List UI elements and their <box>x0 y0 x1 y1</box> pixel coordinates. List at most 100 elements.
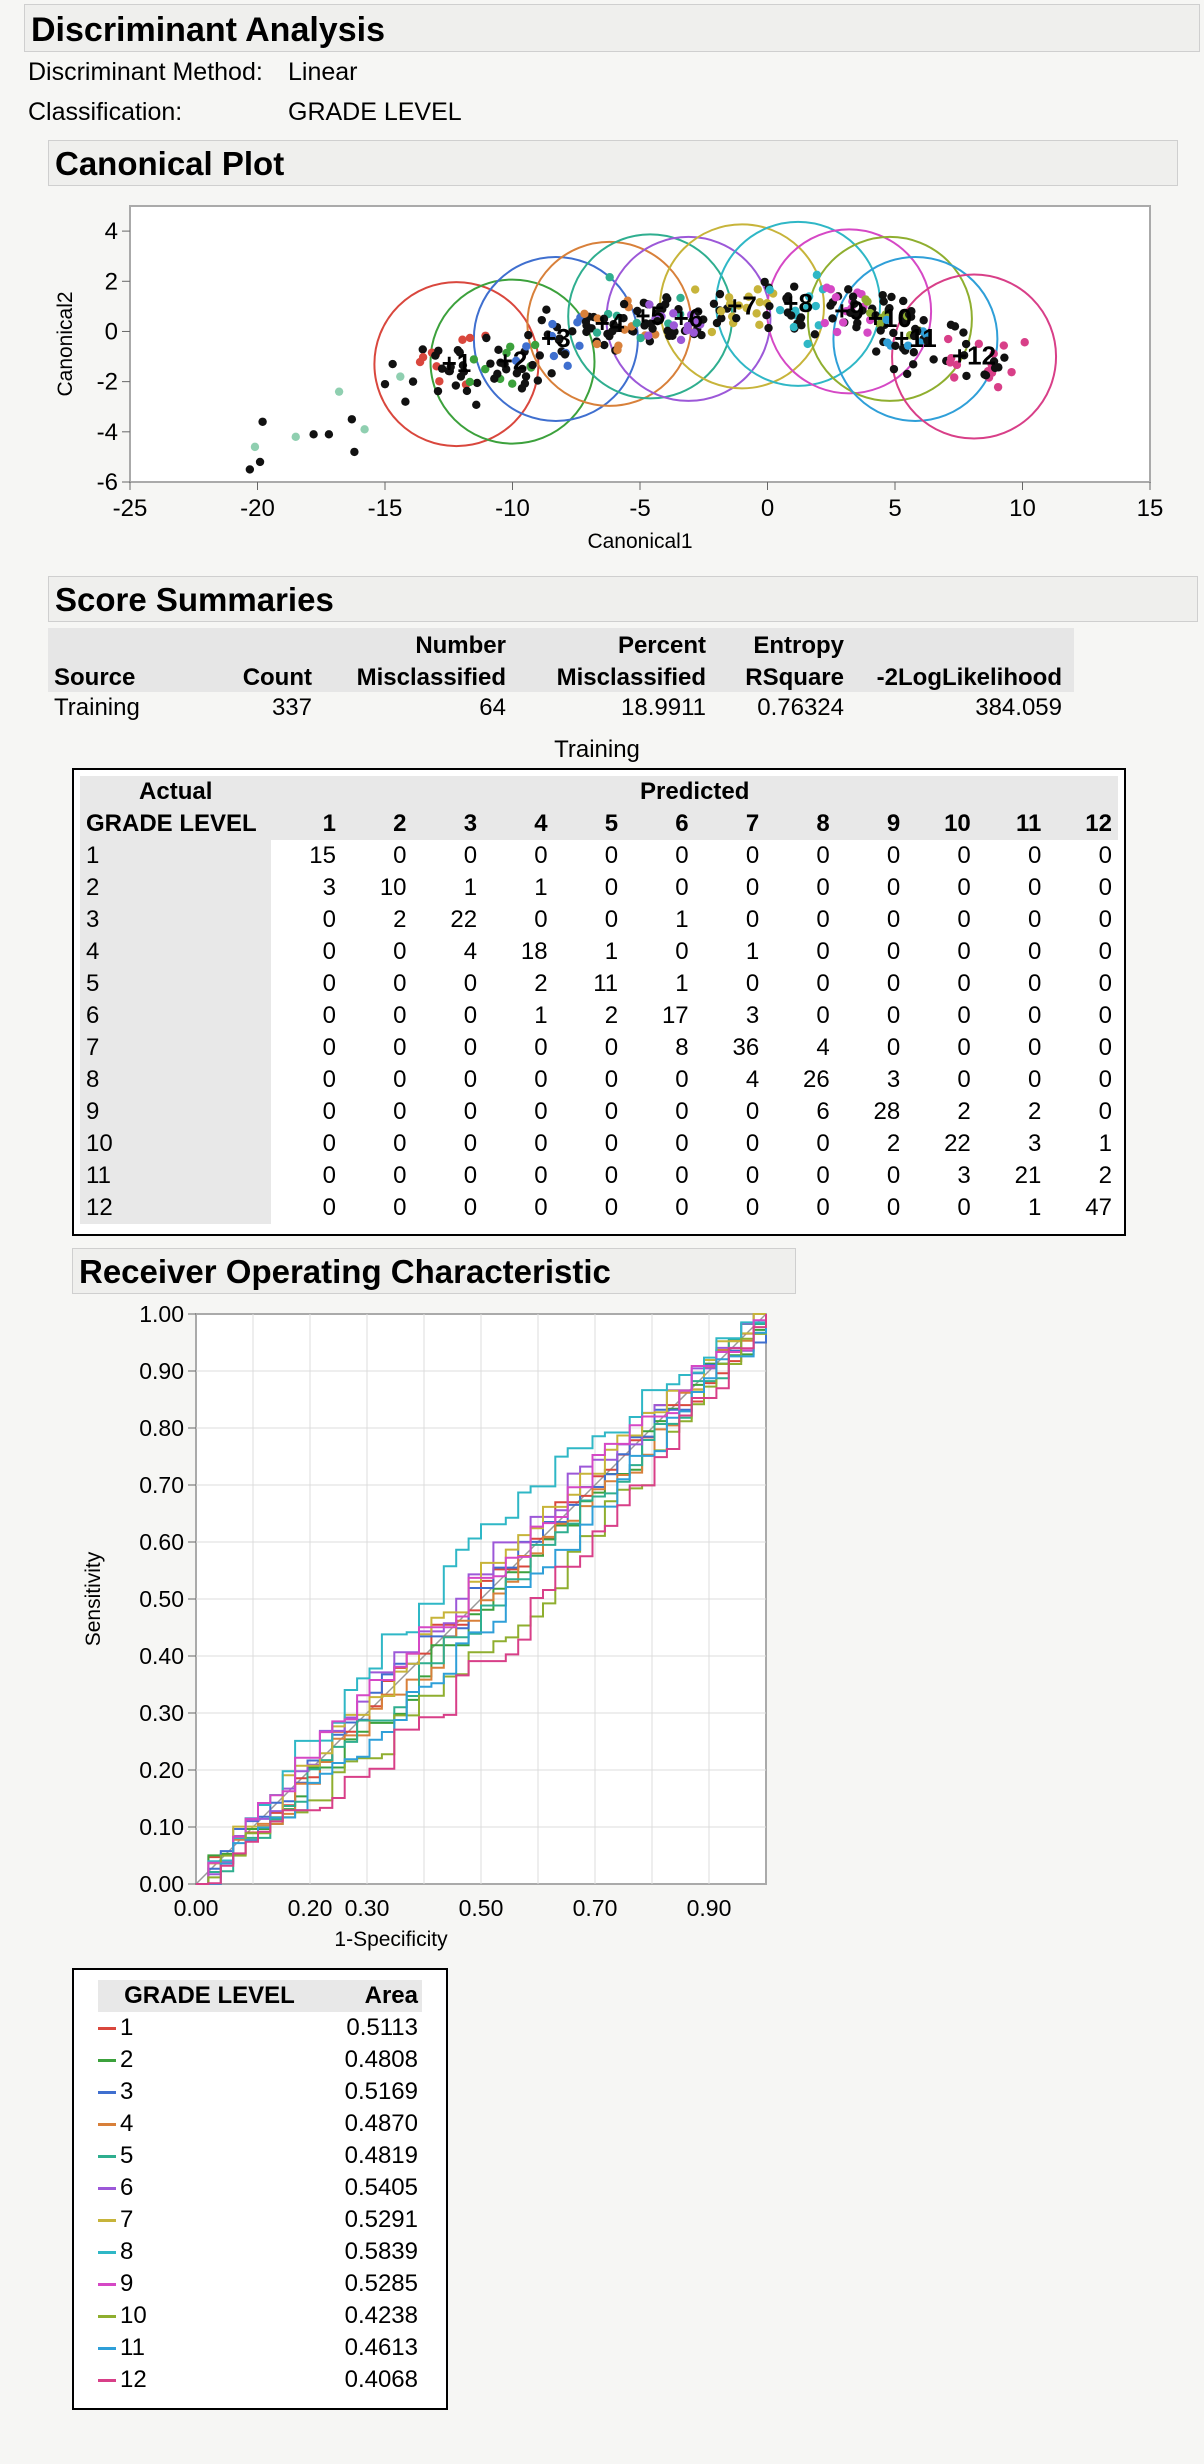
data-point <box>418 353 428 362</box>
data-point <box>560 350 570 359</box>
confusion-cell: 0 <box>463 1098 478 1125</box>
confusion-cell: 1 <box>1098 1130 1112 1157</box>
data-point <box>1007 367 1016 377</box>
confusion-cell: 0 <box>957 938 971 965</box>
confusion-cell: 0 <box>957 970 971 997</box>
class-circle-2 <box>429 278 596 445</box>
legend-swatch <box>98 2347 116 2351</box>
canonical-plot[interactable]: +1 +2+3+4 +5 +6 +7 +8 +9 +10+11+12-25 -20 -15 -10-… <box>30 190 1200 560</box>
confusion-cell: 0 <box>463 1034 478 1061</box>
y-tick-label: 2 <box>105 268 118 295</box>
confusion-cell: 1 <box>1027 1194 1042 1221</box>
auc-grade-cell: 4 <box>98 2108 321 2140</box>
predicted-col-4: 4 <box>483 808 554 840</box>
score-cell-3: 18.9911 <box>621 694 706 721</box>
data-point <box>950 373 959 382</box>
data-point <box>789 322 799 332</box>
y-tick-label: -2 <box>97 369 118 396</box>
data-point <box>999 341 1009 350</box>
auc-grade-label: 10 <box>120 2302 147 2329</box>
auc-grade-label: 8 <box>120 2238 134 2265</box>
confusion-cell: 0 <box>604 1066 619 1093</box>
data-point <box>786 311 796 320</box>
auc-row: 5 0.4819 <box>98 2140 422 2172</box>
table-row: 4 0 0 4 18 1 0 1 0 0 0 0 0 <box>80 936 1118 968</box>
class-mean-label: +3 <box>541 323 571 353</box>
confusion-cell: 8 <box>675 1034 689 1061</box>
data-point <box>989 349 998 358</box>
data-point <box>989 357 999 366</box>
confusion-cell: 0 <box>957 1034 971 1061</box>
data-point <box>350 447 359 457</box>
data-point <box>876 326 885 335</box>
predicted-col-5: 5 <box>553 808 625 840</box>
data-point <box>875 319 884 329</box>
score-summaries-header[interactable]: Score Summaries <box>48 576 1198 622</box>
confusion-cell: 1 <box>675 970 689 997</box>
confusion-cell: 1 <box>604 938 619 965</box>
confusion-cell: 0 <box>886 1034 901 1061</box>
confusion-cell: 47 <box>1085 1194 1112 1221</box>
x-tick-label: -25 <box>113 495 148 522</box>
data-point <box>725 299 735 308</box>
report-title-bar[interactable]: Discriminant Analysis <box>24 4 1200 52</box>
classification-value: GRADE LEVEL <box>288 98 462 126</box>
auc-row: 2 0.4808 <box>98 2044 422 2076</box>
data-point <box>592 339 602 349</box>
data-point <box>889 328 898 338</box>
confusion-cell: 22 <box>450 906 478 933</box>
roc-curve-7 <box>196 1313 766 1885</box>
method-label: Discriminant Method: <box>28 58 263 86</box>
data-point <box>959 328 968 337</box>
data-point <box>663 294 672 304</box>
x-tick-label: -15 <box>368 495 403 522</box>
confusion-cell: 0 <box>1027 1066 1042 1093</box>
confusion-cell: 0 <box>322 970 336 997</box>
data-point <box>663 326 672 336</box>
confusion-cell: 2 <box>957 1098 971 1125</box>
auc-row: 4 0.4870 <box>98 2108 422 2140</box>
confusion-cell: 0 <box>816 1002 830 1029</box>
confusion-cell: 18 <box>520 938 548 965</box>
confusion-cell: 0 <box>816 938 830 965</box>
confusion-cell: 0 <box>886 1194 901 1221</box>
grade-level-header: GRADE LEVEL <box>80 808 272 840</box>
data-point <box>846 308 855 318</box>
confusion-cell: 21 <box>1014 1162 1042 1189</box>
confusion-cell: 0 <box>957 1002 971 1029</box>
data-point <box>689 328 698 337</box>
score-cell-4: 0.76324 <box>757 694 844 721</box>
score-header-1: Count <box>186 660 324 692</box>
data-point <box>686 310 696 320</box>
actual-row-label: 1 <box>80 840 272 872</box>
confusion-cell: 0 <box>1027 938 1042 965</box>
data-point <box>716 306 726 316</box>
data-point <box>852 323 861 332</box>
data-point <box>644 331 653 340</box>
data-point <box>715 289 725 299</box>
x-tick-label: -5 <box>629 495 650 522</box>
data-point <box>502 348 511 358</box>
confusion-cell: 17 <box>661 1002 689 1029</box>
confusion-cell: 0 <box>816 1130 830 1157</box>
confusion-cell: 0 <box>463 842 478 869</box>
predicted-col-8: 8 <box>765 808 836 840</box>
data-point <box>803 339 812 349</box>
confusion-cell: 2 <box>1027 1098 1042 1125</box>
data-point <box>620 325 629 334</box>
auc-row: 3 0.5169 <box>98 2076 422 2108</box>
data-point <box>408 377 418 386</box>
predicted-col-10: 10 <box>906 808 977 840</box>
data-point <box>324 430 334 439</box>
data-point <box>943 334 953 344</box>
canonical-plot-header[interactable]: Canonical Plot <box>48 140 1178 186</box>
class-mean-label: +6 <box>674 303 704 333</box>
confusion-cell: 0 <box>675 1066 689 1093</box>
roc-chart[interactable]: 0.00 0.20 0.30 0.50 0.70 0.90 1.00 0.90 0.80 0.70… <box>70 1300 790 1960</box>
confusion-cell: 0 <box>816 874 830 901</box>
auc-row: 9 0.5285 <box>98 2268 422 2300</box>
confusion-cell: 15 <box>309 842 336 869</box>
roc-header[interactable]: Receiver Operating Characteristic <box>72 1248 796 1294</box>
confusion-cell: 0 <box>816 906 830 933</box>
auc-grade-label: 2 <box>120 2046 134 2073</box>
